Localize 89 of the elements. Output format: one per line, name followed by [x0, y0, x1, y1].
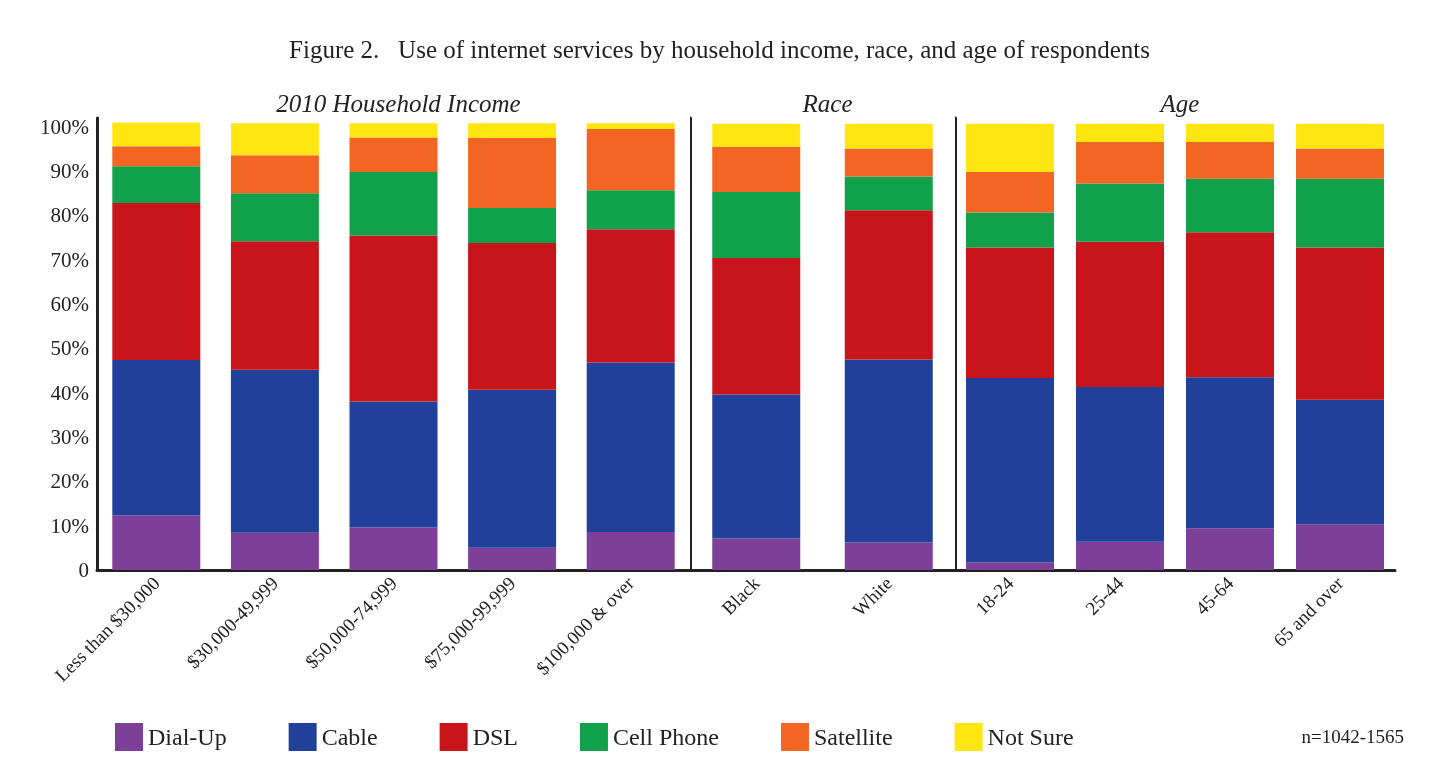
bar [230, 123, 319, 156]
legend-label: Dial-Up [148, 724, 227, 750]
bar [1076, 123, 1164, 142]
bar [1186, 178, 1274, 233]
bar [112, 203, 201, 360]
y-tick-label: 80% [50, 203, 89, 228]
legend-label: Cell Phone [612, 724, 719, 750]
legend-label: Satellite [813, 724, 893, 750]
bar [586, 229, 675, 363]
bar [1186, 528, 1274, 570]
y-tick-label: 100% [40, 114, 89, 139]
bar [112, 515, 201, 570]
bar [1076, 241, 1164, 387]
bar [112, 146, 201, 167]
bar [468, 123, 557, 138]
bar [468, 547, 557, 570]
legend-label: Cable [321, 724, 378, 750]
bar [966, 212, 1054, 248]
bar [712, 123, 801, 147]
x-tick-label: 65 and over [1269, 572, 1348, 651]
legend-label: DSL [472, 724, 518, 750]
bar [1076, 541, 1164, 570]
bar [1186, 232, 1274, 378]
bar [586, 123, 675, 130]
bar [1186, 123, 1274, 142]
bar [230, 241, 319, 370]
bar [1076, 386, 1164, 542]
bar [1186, 141, 1274, 179]
bar [230, 155, 319, 194]
bar [1296, 123, 1384, 149]
y-tick-label: 70% [50, 247, 89, 272]
bar [966, 378, 1054, 563]
bar [349, 172, 438, 236]
bar [349, 527, 438, 570]
bar [1296, 247, 1384, 400]
bar [112, 122, 201, 147]
y-tick-label: 0 [78, 558, 89, 582]
chart-subtitle: Age [1158, 90, 1200, 117]
bar [586, 531, 675, 570]
bar [712, 394, 801, 539]
bar [586, 129, 675, 191]
legend-label: Not Sure [987, 724, 1074, 750]
bar [844, 359, 933, 543]
bar [112, 166, 201, 204]
bar [712, 538, 801, 570]
chart-subtitle: 2010 Household Income [276, 90, 521, 117]
bar [586, 362, 675, 532]
bar [468, 207, 557, 243]
bar [349, 137, 438, 173]
bar [1296, 524, 1384, 570]
bar [468, 242, 557, 390]
chart-title: Figure 2. Use of internet services by household income, race, and age of respondents [289, 36, 1150, 63]
bar [1296, 399, 1384, 525]
bar [712, 192, 801, 259]
y-tick-label: 50% [50, 336, 89, 361]
bar [712, 146, 801, 192]
bar [1296, 148, 1384, 179]
y-tick-label: 30% [50, 425, 89, 450]
bar [468, 389, 557, 548]
bar [966, 172, 1054, 213]
bar [1076, 141, 1164, 184]
bar [844, 123, 933, 149]
bar [844, 542, 933, 570]
bar [1296, 178, 1384, 248]
bar [966, 562, 1054, 570]
bar [586, 190, 675, 230]
bar [230, 193, 319, 242]
bar [1186, 377, 1274, 529]
y-tick-label: 10% [50, 513, 89, 538]
y-tick-label: 90% [50, 159, 89, 184]
bar [844, 148, 933, 177]
bar [112, 359, 201, 516]
chart-subtitle: Race [801, 90, 853, 117]
bar [349, 235, 438, 402]
text: n=1042-1565 [1301, 726, 1404, 747]
bar [230, 369, 319, 533]
bar [468, 137, 557, 208]
bar [349, 123, 438, 138]
bar [712, 258, 801, 395]
bar [230, 532, 319, 570]
bar [966, 123, 1054, 173]
y-tick-label: 60% [50, 292, 89, 317]
bar [1076, 183, 1164, 242]
bar [844, 176, 933, 211]
bar [844, 210, 933, 360]
y-tick-label: 40% [50, 380, 89, 405]
y-tick-label: 20% [50, 469, 89, 494]
bar [966, 247, 1054, 379]
bar [349, 401, 438, 528]
